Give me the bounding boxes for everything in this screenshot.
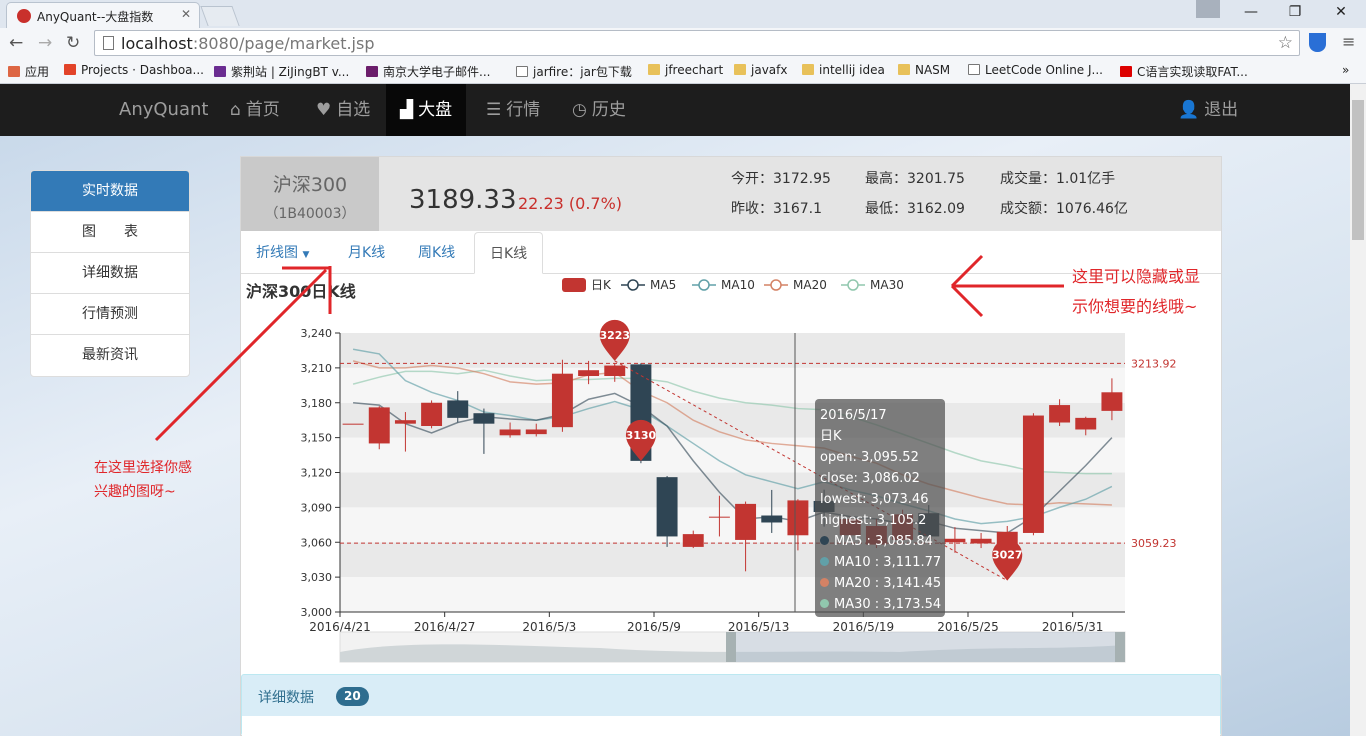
bookmark-item[interactable]: 紫荆站 | ZiJingBT v... (214, 63, 349, 80)
bookmark-item[interactable]: C语言实现读取FAT... (1120, 63, 1248, 80)
nav-home[interactable]: ⌂ 首页 (216, 84, 294, 136)
detail-body (242, 716, 1220, 736)
heart-icon: ♥ (316, 100, 332, 120)
ma30-dot-icon (820, 599, 829, 608)
stat-high: 最高：3201.75 (865, 171, 965, 187)
sidebar: 实时数据 图 表 详细数据 行情预测 最新资讯 (30, 170, 190, 377)
user-icon: 👤 (1178, 100, 1200, 120)
top-navbar: AnyQuant ⌂ 首页 ♥ 自选 ▟ 大盘 ☰ 行情 ◷ 历史 👤 退出 (0, 84, 1350, 136)
tooltip-lowest: lowest: 3,073.46 (820, 492, 929, 507)
tooltip-ma20: MA20 : 3,141.45 (820, 573, 945, 594)
sidebar-item-charts[interactable]: 图 表 (31, 212, 189, 253)
chart-tabs: 折线图 ▼ 月K线 周K线 日K线 (241, 232, 1221, 274)
reload-icon[interactable]: ↻ (66, 33, 81, 53)
bookmark-folder[interactable]: intellij idea (802, 63, 885, 77)
detail-title: 详细数据 (258, 690, 314, 706)
sidebar-item-details[interactable]: 详细数据 (31, 253, 189, 294)
stat-volume: 成交量：1.01亿手 (1000, 171, 1116, 187)
extension-shield-icon[interactable] (1309, 33, 1326, 52)
clock-icon: ◷ (572, 100, 587, 120)
scrollbar-thumb[interactable] (1352, 100, 1364, 240)
bookmark-folder[interactable]: jfreechart (648, 63, 723, 77)
back-icon[interactable]: ← (9, 33, 24, 53)
bookmarks-overflow-icon[interactable]: » (1342, 63, 1350, 77)
stat-open: 今开：3172.95 (731, 171, 831, 187)
index-name-box: 沪深300 （1B40003） (241, 157, 379, 231)
market-panel: 沪深300 （1B40003） 3189.33 22.23 (0.7%) 今开：… (240, 156, 1222, 736)
nav-watchlist[interactable]: ♥ 自选 (302, 84, 384, 136)
tooltip-ma10: MA10 : 3,111.77 (820, 552, 945, 573)
bookmark-item[interactable]: Projects · Dashboa... (64, 63, 204, 77)
bookmark-folder[interactable]: NASM (898, 63, 950, 77)
index-code: （1B40003） (264, 206, 356, 222)
tooltip-ma5: MA5 : 3,085.84 (820, 531, 945, 552)
nav-market[interactable]: ▟ 大盘 (386, 84, 467, 136)
tooltip-series: 日K (820, 429, 842, 444)
bookmarks-bar: 应用 Projects · Dashboa... 紫荆站 | ZiJingBT … (0, 58, 1366, 84)
tab-weekly-k[interactable]: 周K线 (418, 245, 456, 261)
nav-quotes[interactable]: ☰ 行情 (472, 84, 554, 136)
signal-icon: ▟ (400, 100, 414, 120)
tooltip-highest: highest: 3,105.2 (820, 513, 927, 528)
stat-turnover: 成交额：1076.46亿 (1000, 201, 1128, 217)
bookmark-item[interactable]: jarfire：jar包下载 (516, 63, 632, 80)
ma10-dot-icon (820, 557, 829, 566)
tooltip-date: 2016/5/17 (820, 408, 887, 423)
tab-title: AnyQuant--大盘指数 (37, 10, 154, 24)
detail-count-badge: 20 (336, 687, 369, 706)
annotation-left: 在这里选择你感 兴趣的图呀~ (94, 460, 192, 500)
index-price: 3189.33 (409, 185, 517, 215)
close-window-icon[interactable]: ✕ (1335, 4, 1347, 20)
page-icon (103, 36, 114, 50)
sidebar-item-realtime[interactable]: 实时数据 (31, 171, 189, 212)
ma5-dot-icon (820, 536, 829, 545)
browser-tab-bar: AnyQuant--大盘指数 ✕ — ❐ ✕ (0, 0, 1366, 28)
stat-prev-close: 昨收：3167.1 (731, 201, 822, 217)
list-icon: ☰ (486, 100, 502, 120)
favicon-icon (17, 9, 31, 23)
minimize-icon[interactable]: — (1244, 4, 1258, 20)
tooltip-close: close: 3,086.02 (820, 471, 920, 486)
sidebar-item-news[interactable]: 最新资讯 (82, 347, 138, 363)
sidebar-item-forecast[interactable]: 行情预测 (31, 294, 189, 335)
bookmark-item[interactable]: LeetCode Online J... (968, 63, 1103, 77)
annotation-right: 这里可以隐藏或显 示你想要的线哦~ (1072, 267, 1201, 316)
ma20-dot-icon (820, 578, 829, 587)
bookmark-item[interactable]: 南京大学电子邮件... (366, 63, 490, 80)
index-header: 沪深300 （1B40003） 3189.33 22.23 (0.7%) 今开：… (241, 157, 1221, 231)
nav-history[interactable]: ◷ 历史 (558, 84, 640, 136)
maximize-icon[interactable]: ❐ (1288, 4, 1302, 20)
bookmark-item[interactable]: 应用 (8, 63, 49, 80)
index-change: 22.23 (0.7%) (518, 194, 623, 213)
url-text: localhost:8080/page/market.jsp (121, 34, 375, 53)
logout-button[interactable]: 👤 退出 (1164, 84, 1252, 136)
home-icon: ⌂ (230, 100, 241, 120)
brand-logo[interactable]: AnyQuant (119, 99, 209, 120)
forward-icon[interactable]: → (38, 33, 53, 53)
user-profile-icon[interactable] (1196, 0, 1220, 18)
caret-down-icon: ▼ (302, 250, 310, 260)
tooltip-ma30: MA30 : 3,173.54 (820, 594, 945, 615)
chart-tooltip: 2016/5/17 日K open: 3,095.52 close: 3,086… (815, 399, 945, 617)
browser-tab[interactable]: AnyQuant--大盘指数 ✕ (6, 2, 200, 28)
tab-daily-k[interactable]: 日K线 (474, 232, 544, 274)
address-bar[interactable]: localhost:8080/page/market.jsp ☆ (94, 30, 1300, 56)
tab-line-chart-dropdown[interactable]: 折线图 ▼ (256, 245, 310, 261)
index-name: 沪深300 (272, 174, 348, 196)
chrome-menu-icon[interactable]: ≡ (1342, 32, 1356, 51)
detail-panel-header[interactable]: 详细数据 20 (241, 674, 1221, 736)
bookmark-star-icon[interactable]: ☆ (1277, 33, 1293, 53)
page-scrollbar[interactable] (1350, 84, 1366, 736)
bookmark-folder[interactable]: javafx (734, 63, 787, 77)
new-tab-button[interactable] (200, 6, 240, 26)
stat-low: 最低：3162.09 (865, 201, 965, 217)
tooltip-open: open: 3,095.52 (820, 450, 919, 465)
close-tab-icon[interactable]: ✕ (180, 7, 191, 21)
tab-monthly-k[interactable]: 月K线 (348, 245, 386, 261)
omnibar: ← → ↻ localhost:8080/page/market.jsp ☆ ≡ (0, 28, 1366, 58)
